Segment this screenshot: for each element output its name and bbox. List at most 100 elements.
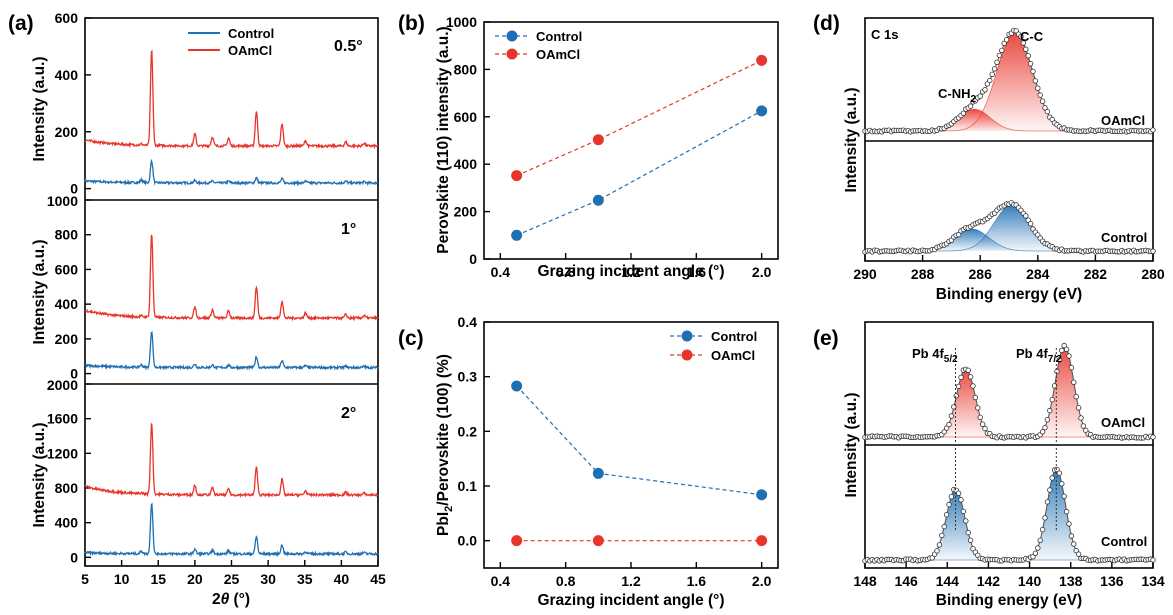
panel-e-data-point — [965, 529, 971, 536]
panel-e-component-line — [865, 488, 1153, 561]
panel-d-cnh2-label: C-NH2 — [938, 86, 977, 105]
panel-e-data-point — [946, 421, 952, 428]
panel-b-point — [756, 105, 768, 117]
panel-e-data-point — [1051, 383, 1058, 389]
panel-b-y-title: Perovskite (110) intensity (a.u.) — [435, 26, 452, 253]
panel-e-data-point — [977, 414, 983, 421]
panel-d-data-point — [1018, 33, 1024, 40]
panel-b-point — [592, 194, 604, 206]
panel-b-y-tick-label: 400 — [454, 156, 478, 172]
panel-a-y-tick-label: 600 — [55, 261, 79, 277]
panel-c-legend: Control OAmCl — [670, 329, 757, 363]
panel-a-x-ticks: 5 10 15 20 25 30 35 40 45 — [81, 560, 386, 587]
panel-e-data-point — [929, 555, 935, 561]
panel-e-pb72-label: Pb 4f7/2 — [1016, 346, 1062, 365]
panel-a-x-tick-label: 45 — [370, 571, 386, 587]
panel-c-y-title: PbI2/Perovskite (100) (%) — [435, 354, 455, 536]
panel-a-plots: 0200400600020040060080010000400800120016… — [47, 10, 379, 565]
panel-b-legend-control: Control — [536, 29, 582, 44]
panel-b-legend-oamcl-dot — [506, 48, 518, 60]
panel-e-data-point — [982, 425, 988, 432]
panel-a-trace-control-0 — [84, 158, 379, 187]
panel-d-data-point — [967, 103, 974, 109]
panel-d-x-tick-label: 286 — [969, 266, 993, 282]
panel-a-x-tick-label: 25 — [224, 571, 240, 587]
panel-d-data-point — [1039, 98, 1046, 104]
panel-e-data-point — [1061, 493, 1067, 499]
panel-b-y-tick-label: 1000 — [446, 14, 477, 30]
panel-d-data-point — [1027, 61, 1034, 67]
panel-d-data-point — [989, 71, 995, 77]
panel-a-x-tick-label: 40 — [334, 571, 350, 587]
panel-e-data-point — [965, 367, 971, 373]
panel-e-data-point — [1150, 434, 1156, 440]
panel-b-x-tick-label: 1.2 — [621, 264, 641, 280]
panel-e-data-point — [970, 383, 976, 389]
panel-d-data-point — [1150, 127, 1156, 133]
panel-a-angle-label-1: 0.5° — [334, 38, 363, 55]
panel-a-y-tick-label: 1200 — [47, 445, 78, 461]
panel-c-y-tick-label: 0.4 — [458, 314, 478, 330]
panel-e-data-point — [975, 405, 981, 411]
panel-e-data-point — [1039, 429, 1046, 435]
panel-d-data-point — [1003, 37, 1010, 43]
panel-d-y-title: Intensity (a.u.) — [843, 87, 860, 192]
panel-b-y-tick-label: 200 — [454, 204, 478, 220]
panel-e-x-tick-label: 134 — [1141, 573, 1165, 589]
panel-a-x-title: 2θ (°) — [212, 591, 250, 608]
panel-a-y-tick-label: 800 — [55, 480, 79, 496]
panel-b-point — [511, 229, 523, 241]
panel-e-data-point — [943, 425, 950, 431]
panel-a-x-tick-label: 20 — [187, 571, 203, 587]
panel-d-data-point — [1023, 46, 1029, 52]
panel-b-line-0 — [516, 110, 762, 236]
panel-d-data-point — [1030, 68, 1036, 75]
panel-e-x-tick-label: 148 — [853, 573, 877, 589]
panel-e-data-point — [941, 523, 947, 530]
panel-b-point — [756, 54, 768, 66]
panel-d: (d) 290 288 286 284 282 280 C 1s C-C C-NH2 OA… — [813, 12, 1165, 303]
panel-a-legend-control: Control — [228, 26, 274, 41]
panel-b-legend: Control OAmCl — [495, 29, 582, 62]
panel-c-x-tick-label: 0.4 — [491, 573, 511, 589]
panel-d-data-point — [1020, 40, 1027, 46]
panel-e-component-fill — [865, 489, 1153, 560]
panel-a-x-tick-label: 15 — [150, 571, 166, 587]
panel-e-data-point — [1054, 368, 1060, 375]
panel-a-y-tick-label: 200 — [55, 124, 79, 140]
panel-a-y-tick-label: 1600 — [47, 411, 78, 427]
panel-d-data-point — [960, 110, 967, 116]
panel-e-data-point — [958, 497, 964, 503]
panel-c-plot: 0.4 0.8 1.2 1.6 2.0 0.0 0.1 0.2 0.3 0.4 — [458, 314, 772, 589]
panel-d-cc-label: C-C — [1020, 29, 1044, 44]
panel-e-data-point — [936, 542, 943, 548]
panel-e-oamcl-label: OAmCl — [1101, 415, 1145, 430]
panel-c-x-tick-label: 1.2 — [621, 573, 641, 589]
panel-c-point — [511, 380, 523, 392]
panel-d-data-point — [977, 93, 983, 99]
panel-a-trace-oamcl-0 — [84, 49, 379, 150]
panel-e-label: (e) — [813, 327, 839, 350]
panel-d-data-point — [999, 47, 1005, 54]
panel-a-angle-label-2: 1° — [341, 221, 356, 238]
panel-c-point — [756, 489, 768, 501]
panel-c-point — [511, 535, 523, 547]
panel-b: (b) 0.4 0.8 1.2 1.6 2.0 0 200 400 600 800 1000 Gra… — [398, 12, 779, 280]
panel-d-x-tick-label: 288 — [911, 266, 935, 282]
panel-d-data-point — [994, 59, 1000, 65]
panel-e-data-point — [941, 429, 947, 435]
panel-e-data-point — [1035, 545, 1041, 551]
panel-a-trace-oamcl-1 — [84, 234, 379, 322]
panel-e-data-point — [1032, 550, 1039, 556]
panel-e-plot: 148 146 144 142 140 138 136 134 — [853, 342, 1165, 589]
panel-c-legend-control-dot — [681, 330, 693, 342]
panel-e-data-point — [955, 490, 962, 496]
panel-e-data-point — [967, 374, 974, 380]
panel-d-label: (d) — [813, 12, 840, 35]
panel-e-x-tick-label: 144 — [936, 573, 960, 589]
panel-d-data-point — [1023, 213, 1029, 219]
panel-b-x-title: Grazing incident angle (°) — [537, 263, 724, 280]
panel-c-y-tick-label: 0.3 — [458, 369, 478, 385]
panel-e-data-point — [963, 518, 969, 524]
